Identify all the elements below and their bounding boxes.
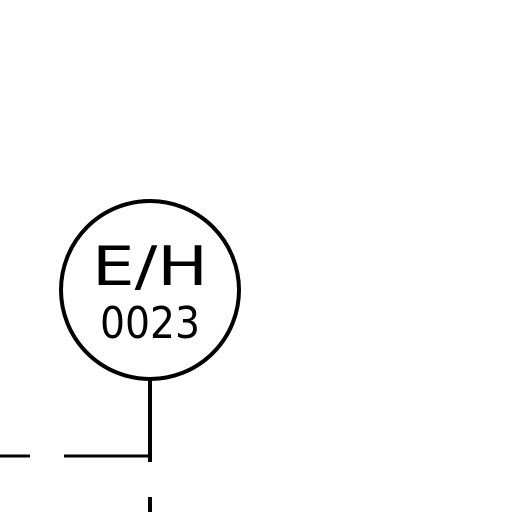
loop-number: 0023 xyxy=(100,298,200,349)
function-letters: E/H xyxy=(92,235,208,298)
instrument-tag-bubble: E/H 0023 xyxy=(59,199,241,381)
